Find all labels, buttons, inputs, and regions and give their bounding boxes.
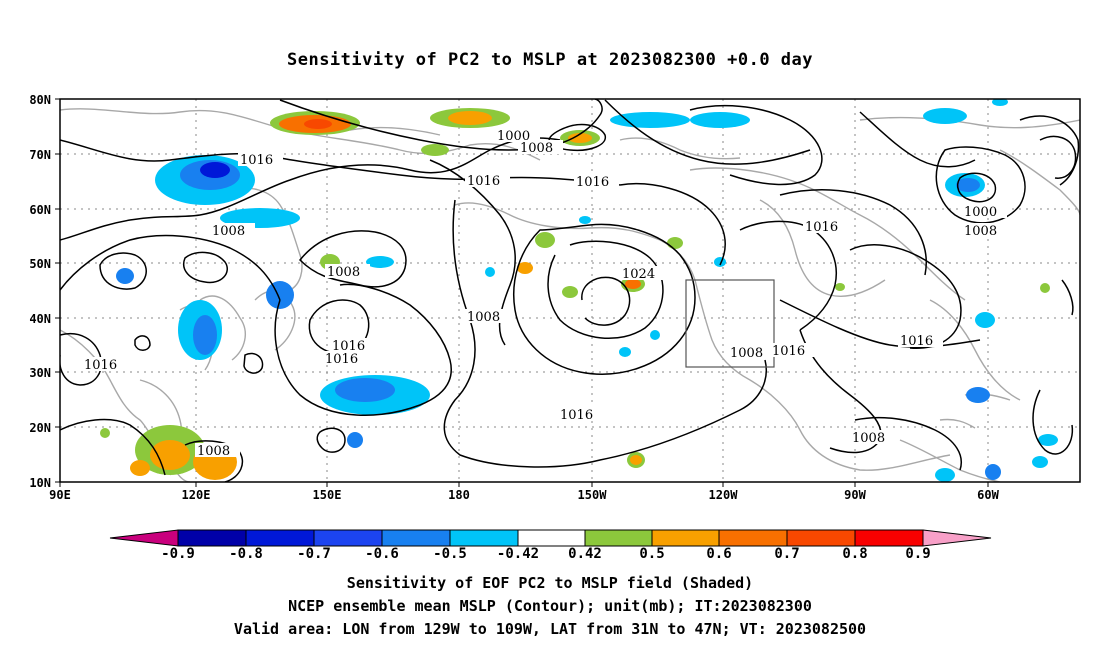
colorbar-label: -0.7 <box>297 546 331 562</box>
isobar-label: 1024 <box>622 267 655 282</box>
lon-label: 60W <box>977 488 999 502</box>
isobar-label: 1016 <box>332 339 365 354</box>
isobar-label: 1016 <box>84 358 117 373</box>
longitude-labels: 90E 120E 150E 180 150W 120W 90W 60W <box>49 488 999 502</box>
colorbar-segment <box>517 529 586 547</box>
colorbar-label: 0.6 <box>706 546 731 562</box>
colorbar-label: -0.8 <box>229 546 263 562</box>
map-frame <box>59 98 1081 483</box>
isobar-label: 1016 <box>900 334 933 349</box>
colorbar-label: 0.9 <box>905 546 930 562</box>
isobar-label: 1016 <box>772 344 805 359</box>
colorbar-labels: -0.9 -0.8 -0.7 -0.6 -0.5 -0.42 0.42 0.5 … <box>161 546 931 562</box>
colorbar-segment <box>786 529 856 547</box>
colorbar-label: 0.8 <box>842 546 867 562</box>
valid-area-box <box>685 279 775 368</box>
colorbar-segment <box>651 529 720 547</box>
colorbar-left-arrow <box>109 529 179 547</box>
lon-label: 90E <box>49 488 71 502</box>
colorbar-segment <box>584 529 653 547</box>
isobar-label: 1008 <box>730 346 763 361</box>
colorbar-label: -0.42 <box>497 546 539 562</box>
lat-label: 80N <box>29 93 51 107</box>
map-title: Sensitivity of PC2 to MSLP at 2023082300… <box>286 50 813 70</box>
colorbar-segment <box>245 529 315 547</box>
colorbar-label: -0.9 <box>161 546 195 562</box>
axis-ticks <box>55 98 989 487</box>
isobar-label: 1016 <box>560 408 593 423</box>
isobar-label: 1000 <box>964 205 997 220</box>
colorbar-label: 0.7 <box>774 546 799 562</box>
colorbar-label: 0.42 <box>568 546 602 562</box>
lat-label: 60N <box>29 203 51 217</box>
isobar-label: 1008 <box>467 310 500 325</box>
caption-line-1: Sensitivity of EOF PC2 to MSLP field (Sh… <box>346 574 754 592</box>
isobar-label: 1000 <box>497 129 530 144</box>
lon-label: 150E <box>313 488 342 502</box>
isobar-label: 1008 <box>520 141 553 156</box>
colorbar <box>109 529 992 547</box>
lon-label: 120W <box>709 488 739 502</box>
lon-label: 120E <box>182 488 211 502</box>
isobar-label: 1008 <box>197 444 230 459</box>
isobar-label: 1016 <box>576 175 609 190</box>
colorbar-segment <box>718 529 788 547</box>
lat-label: 40N <box>29 312 51 326</box>
colorbar-segment <box>449 529 519 547</box>
colorbar-segment <box>854 529 924 547</box>
colorbar-segment <box>177 529 247 547</box>
colorbar-label: 0.5 <box>639 546 664 562</box>
lon-label: 90W <box>844 488 866 502</box>
isobar-label: 1016 <box>325 352 358 367</box>
isobar-label: 1008 <box>212 224 245 239</box>
lat-label: 70N <box>29 148 51 162</box>
isobar-label: 1008 <box>852 431 885 446</box>
isobar-label: 1008 <box>964 224 997 239</box>
caption-line-2: NCEP ensemble mean MSLP (Contour); unit(… <box>288 597 812 615</box>
isobar-label: 1016 <box>240 153 273 168</box>
isobar-label: 1008 <box>327 265 360 280</box>
colorbar-label: -0.6 <box>365 546 399 562</box>
latitude-labels: 80N 70N 60N 50N 40N 30N 20N 10N <box>29 93 51 490</box>
lat-label: 30N <box>29 366 51 380</box>
colorbar-segment <box>381 529 451 547</box>
colorbar-segment <box>313 529 383 547</box>
lat-label: 20N <box>29 421 51 435</box>
lat-label: 10N <box>29 476 51 490</box>
caption-line-3: Valid area: LON from 129W to 109W, LAT f… <box>233 620 867 638</box>
lat-label: 50N <box>29 257 51 271</box>
lon-label: 180 <box>448 488 470 502</box>
isobar-label: 1016 <box>805 220 838 235</box>
isobar-labels: 1016 1008 1000 1008 1016 1016 1008 1016 … <box>82 128 1007 459</box>
lon-label: 150W <box>578 488 608 502</box>
colorbar-label: -0.5 <box>433 546 467 562</box>
colorbar-right-arrow <box>922 529 992 547</box>
isobar-label: 1016 <box>467 174 500 189</box>
